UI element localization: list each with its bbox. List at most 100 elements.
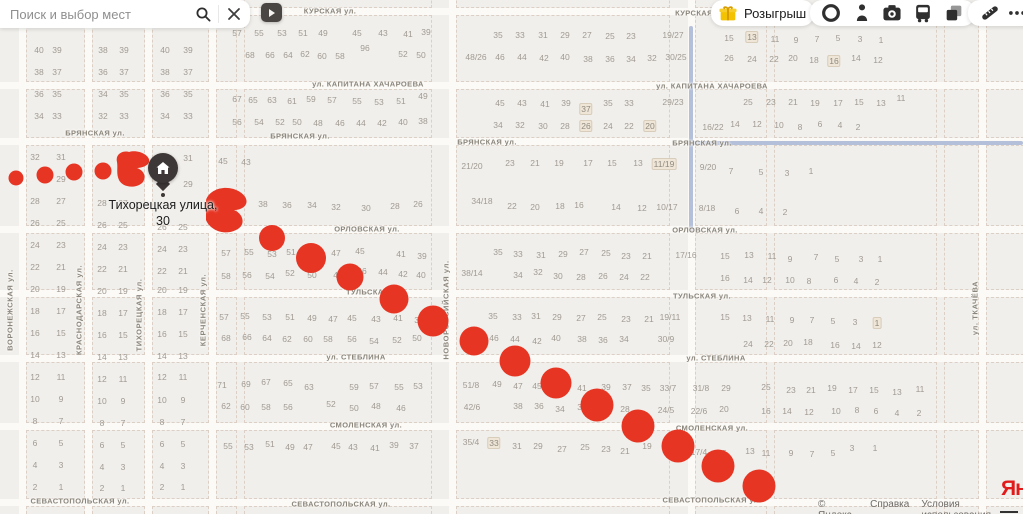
street-band [19,0,26,514]
city-block [456,145,670,226]
city-block [92,233,145,290]
transport-button[interactable] [912,2,934,24]
house-number: 15 [720,312,730,322]
house-number: 25 [743,97,753,107]
help-link[interactable]: Справка [870,499,910,510]
layers-button[interactable] [943,2,965,24]
house-number: 37 [622,382,632,392]
house-number: 7 [813,252,819,262]
house-number: 9 [120,396,126,406]
city-block [774,362,937,423]
house-number: 22 [97,264,107,274]
bus-icon [916,4,930,23]
house-number: 28 [576,272,586,282]
house-number: 1 [872,317,882,329]
house-number: 49 [492,379,502,389]
close-search-button[interactable] [219,0,250,28]
house-number: 33 [512,312,522,322]
house-number: 53 [267,249,277,259]
house-number: 31 [512,441,522,451]
city-block [26,233,85,290]
ruler-button[interactable] [979,2,1001,24]
house-number: 28 [30,196,40,206]
placemark-base-dot [161,193,165,197]
play-arrow-icon [268,8,275,17]
drawn-red-dot [499,345,531,377]
city-block [92,430,145,499]
house-number: 5 [58,438,64,448]
city-block [774,233,937,290]
house-number: 41 [396,249,406,259]
drawn-scribble-arrow [116,151,150,187]
street-label: ТУЛЬСКАЯ ул. [672,291,732,301]
house-number: 46 [396,403,406,413]
house-number: 46 [489,333,499,343]
house-number: 14 [611,202,621,212]
city-block [92,506,145,514]
house-number: 39 [561,98,571,108]
house-number: 11 [767,251,777,261]
house-number: 62 [282,334,292,344]
house-number: 37 [579,103,593,115]
house-number: 23 [56,240,66,250]
placemark-label-line1: Тихорецкая улица, [108,198,218,212]
house-number: 2 [874,277,880,287]
house-number: 42 [377,118,387,128]
house-number: 20 [719,404,729,414]
city-block [695,89,767,138]
house-number: 5 [834,254,840,264]
panoramas-button[interactable] [851,2,873,24]
house-number: 14 [851,53,861,63]
edit-tools-bar [968,0,1023,26]
more-menu-button[interactable] [1006,2,1023,24]
house-number: 13 [56,350,66,360]
house-number: 19 [554,158,564,168]
house-number: 2 [32,482,38,492]
house-number: 43 [517,98,527,108]
city-block [244,233,432,290]
house-number: 15 [118,330,128,340]
city-block [944,297,979,355]
house-number: 26 [579,120,593,132]
expand-panel-button[interactable] [261,3,282,22]
city-block [26,430,85,499]
house-number: 12 [30,372,40,382]
house-number: 17 [848,385,858,395]
house-number: 10 [157,395,167,405]
traffic-ring-button[interactable] [820,2,842,24]
house-number: 25 [56,218,66,228]
house-number: 14 [743,275,753,285]
house-number: 57 [219,312,229,322]
house-number: 2 [916,408,922,418]
street-label: СЕВАСТОПОЛЬСКАЯ ул. [291,499,391,509]
street-label: ул. КАПИТАНА ХАЧАРОЕВА [656,81,768,91]
house-number: 34 [160,111,170,121]
house-number: 58 [221,271,231,281]
house-number: 7 [180,417,186,427]
house-number: 8 [32,416,38,426]
house-number: 21 [788,97,798,107]
search-input[interactable] [0,6,190,22]
house-number: 35 [488,311,498,321]
house-number: 66 [265,50,275,60]
house-number: 26 [30,218,40,228]
house-number: 55 [394,382,404,392]
house-number: 15 [869,385,879,395]
house-number: 19 [118,286,128,296]
house-number: 46 [495,52,505,62]
street-band [85,0,92,514]
search-button[interactable] [190,0,218,28]
house-number: 18 [555,201,565,211]
terms-link[interactable]: Условия использования [921,499,991,514]
house-number: 2 [782,207,788,217]
city-block [986,430,1023,499]
giveaway-button[interactable]: Розыгрыш [711,0,814,26]
house-number: 5 [830,316,836,326]
house-number: 29 [56,174,66,184]
street-label: КУРСКАЯ [675,8,713,18]
photos-button[interactable] [881,2,903,24]
street-label: КЕРЧЕНСКАЯ ул. [198,273,208,347]
house-number: 56 [347,334,357,344]
